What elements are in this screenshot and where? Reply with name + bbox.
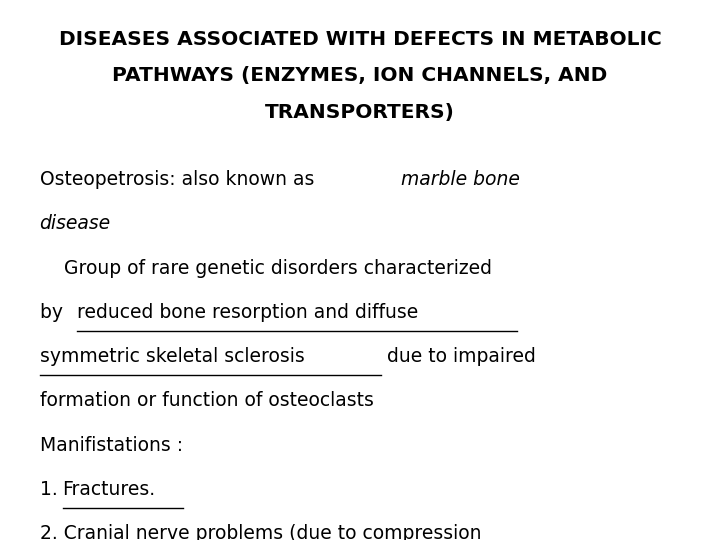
Text: by: by [40, 303, 68, 322]
Text: reduced bone resorption and diffuse: reduced bone resorption and diffuse [77, 303, 418, 322]
Text: marble bone: marble bone [401, 170, 521, 189]
Text: 2. Cranial nerve problems (due to compression: 2. Cranial nerve problems (due to compre… [40, 524, 481, 540]
Text: 1.: 1. [40, 480, 58, 499]
Text: symmetric skeletal sclerosis: symmetric skeletal sclerosis [40, 347, 305, 366]
Text: Fractures.: Fractures. [63, 480, 156, 499]
Text: Group of rare genetic disorders characterized: Group of rare genetic disorders characte… [40, 259, 492, 278]
Text: due to impaired: due to impaired [381, 347, 536, 366]
Text: Manifistations :: Manifistations : [40, 436, 183, 455]
Text: disease: disease [40, 214, 111, 233]
Text: Osteopetrosis: also known as: Osteopetrosis: also known as [40, 170, 320, 189]
Text: formation or function of osteoclasts: formation or function of osteoclasts [40, 392, 374, 410]
Text: DISEASES ASSOCIATED WITH DEFECTS IN METABOLIC: DISEASES ASSOCIATED WITH DEFECTS IN META… [58, 30, 662, 49]
Text: PATHWAYS (ENZYMES, ION CHANNELS, AND: PATHWAYS (ENZYMES, ION CHANNELS, AND [112, 66, 608, 85]
Text: TRANSPORTERS): TRANSPORTERS) [265, 103, 455, 122]
